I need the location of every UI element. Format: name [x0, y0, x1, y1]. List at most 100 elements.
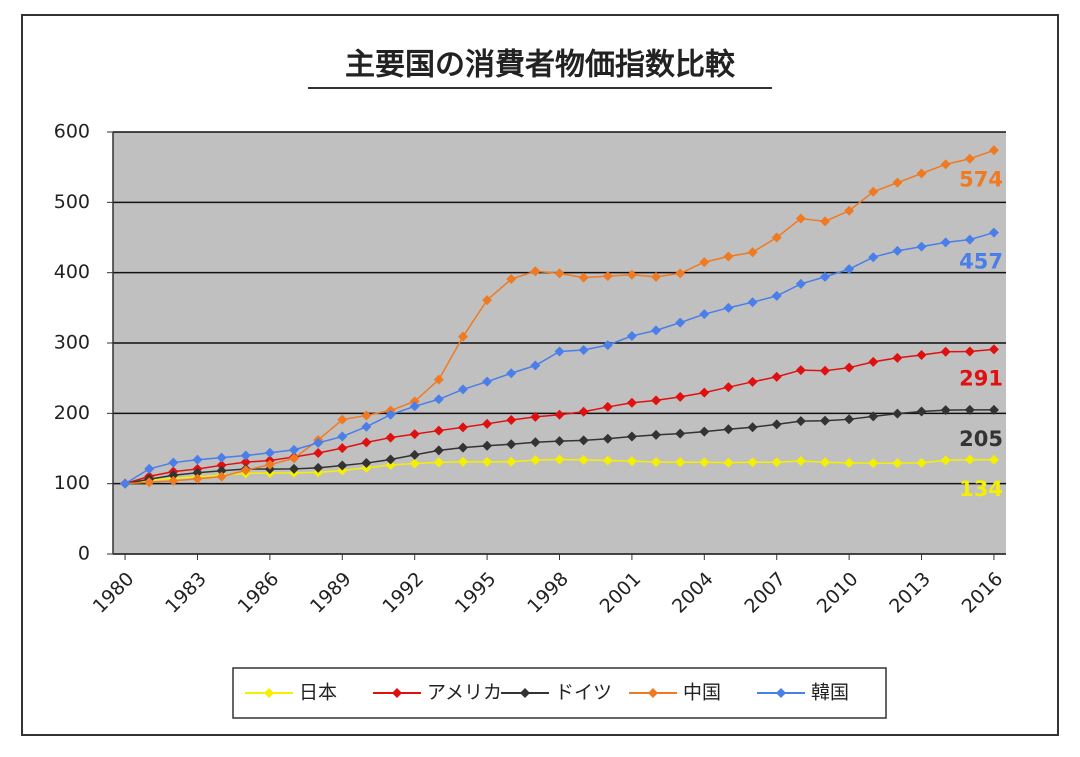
series-marker	[819, 216, 830, 227]
series-marker	[409, 458, 420, 469]
series-marker	[240, 457, 251, 468]
series-marker	[578, 454, 589, 465]
y-tick-label: 500	[54, 191, 90, 213]
series-marker	[578, 406, 589, 417]
series-marker	[554, 454, 565, 465]
series-marker	[988, 227, 999, 238]
series-marker	[457, 442, 468, 453]
series-marker	[409, 449, 420, 460]
series-marker	[506, 456, 517, 467]
series-marker	[699, 257, 710, 268]
legend-label: 日本	[299, 682, 337, 704]
series-marker	[264, 447, 275, 458]
series-marker	[482, 376, 493, 387]
series-marker	[868, 411, 879, 422]
series-marker	[916, 406, 927, 417]
series-marker	[795, 278, 806, 289]
series-marker	[868, 356, 879, 367]
series-marker	[216, 465, 227, 476]
chart-title: 主要国の消費者物価指数比較	[345, 48, 736, 83]
series-marker	[940, 159, 951, 170]
legend-label: 韓国	[811, 682, 849, 704]
series-marker	[819, 365, 830, 376]
series-marker	[120, 478, 131, 489]
series-marker	[940, 346, 951, 357]
series-marker	[795, 365, 806, 376]
series-marker	[313, 448, 324, 459]
series-marker	[892, 408, 903, 419]
series-marker	[337, 431, 348, 442]
end-value-label: 574	[959, 167, 1003, 191]
legend-marker	[776, 688, 786, 698]
series-marker	[651, 457, 662, 468]
series-marker	[651, 395, 662, 406]
series-marker	[940, 455, 951, 466]
series-marker	[144, 477, 155, 488]
series-marker	[964, 404, 975, 415]
series-marker	[602, 433, 613, 444]
series-marker	[747, 422, 758, 433]
series-marker	[675, 428, 686, 439]
legend-marker	[392, 688, 402, 698]
series-marker	[506, 439, 517, 450]
series-marker	[602, 271, 613, 282]
series-marker	[216, 452, 227, 463]
end-value-label: 205	[959, 427, 1003, 451]
series-marker	[216, 460, 227, 471]
legend-marker	[264, 688, 274, 698]
series-marker	[819, 457, 830, 468]
series-marker	[240, 465, 251, 476]
series-marker	[313, 437, 324, 448]
series-marker	[651, 271, 662, 282]
y-tick-label: 0	[78, 543, 90, 565]
legend-marker	[520, 688, 530, 698]
series-marker	[771, 290, 782, 301]
y-tick-label: 400	[54, 261, 90, 283]
series-marker	[433, 374, 444, 385]
series-marker	[530, 437, 541, 448]
series-marker	[723, 251, 734, 262]
end-value-label: 457	[959, 250, 1003, 274]
series-marker	[240, 450, 251, 461]
series-marker	[964, 346, 975, 357]
series-marker	[675, 317, 686, 328]
end-value-label: 291	[959, 366, 1003, 390]
series-marker	[988, 454, 999, 465]
series-marker	[554, 436, 565, 447]
series-marker	[168, 475, 179, 486]
series-marker	[216, 471, 227, 482]
series-marker	[482, 456, 493, 467]
series-marker	[168, 457, 179, 468]
series-marker	[602, 340, 613, 351]
series-marker	[771, 457, 782, 468]
series-marker	[457, 384, 468, 395]
series-marker	[626, 431, 637, 442]
end-value-label: 134	[959, 477, 1003, 501]
legend-marker	[648, 688, 658, 698]
series-marker	[892, 352, 903, 363]
series-marker	[916, 349, 927, 360]
series-marker	[602, 455, 613, 466]
series-marker	[337, 460, 348, 471]
series-marker	[844, 414, 855, 425]
series-marker	[168, 470, 179, 481]
series-marker	[844, 264, 855, 275]
series-marker	[506, 415, 517, 426]
series-marker	[578, 345, 589, 356]
series-marker	[506, 273, 517, 284]
series-marker	[554, 346, 565, 357]
series-marker	[409, 401, 420, 412]
series-marker	[868, 252, 879, 263]
series-marker	[868, 458, 879, 469]
series-marker	[578, 272, 589, 283]
series-marker	[699, 309, 710, 320]
series-marker	[337, 443, 348, 454]
series-marker	[675, 268, 686, 279]
series-marker	[385, 454, 396, 465]
series-marker	[940, 405, 951, 416]
series-marker	[361, 410, 372, 421]
series-marker	[699, 426, 710, 437]
series-marker	[457, 422, 468, 433]
series-marker	[433, 425, 444, 436]
series-marker	[747, 376, 758, 387]
